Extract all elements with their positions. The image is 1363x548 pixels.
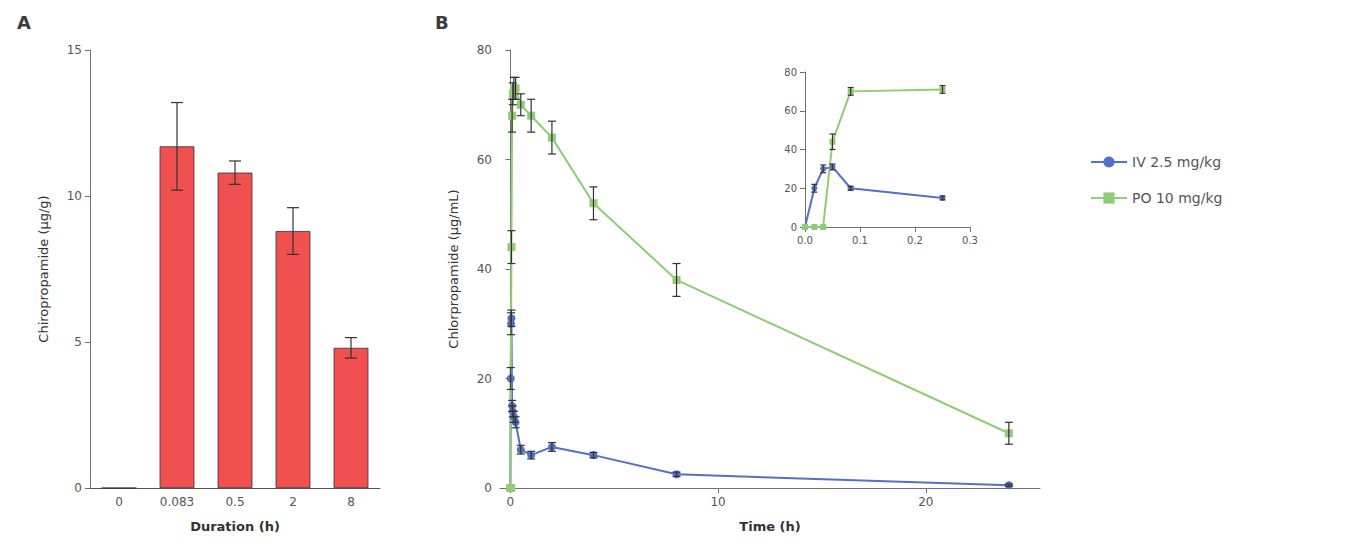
svg-text:2: 2 [289, 495, 297, 509]
svg-text:0.2: 0.2 [907, 235, 923, 246]
svg-text:8: 8 [347, 495, 355, 509]
svg-text:0: 0 [507, 495, 515, 509]
svg-text:IV 2.5 mg/kg: IV 2.5 mg/kg [1132, 154, 1221, 170]
svg-text:0.1: 0.1 [852, 235, 868, 246]
svg-text:20: 20 [477, 372, 492, 386]
svg-text:0.0: 0.0 [797, 235, 813, 246]
svg-text:0: 0 [484, 481, 492, 495]
svg-text:B: B [435, 12, 449, 33]
svg-text:60: 60 [784, 105, 797, 116]
svg-text:Time (h): Time (h) [739, 519, 800, 534]
svg-text:80: 80 [784, 67, 797, 78]
svg-text:0: 0 [115, 495, 123, 509]
svg-text:10: 10 [67, 189, 82, 203]
svg-text:Duration (h): Duration (h) [190, 519, 280, 534]
svg-text:20: 20 [784, 183, 797, 194]
svg-text:0: 0 [74, 481, 82, 495]
svg-text:0.5: 0.5 [225, 495, 244, 509]
svg-text:Chlorpropamide (µg/mL): Chlorpropamide (µg/mL) [446, 189, 461, 348]
svg-text:10: 10 [710, 495, 725, 509]
svg-text:0: 0 [791, 222, 797, 233]
svg-text:PO 10 mg/kg: PO 10 mg/kg [1132, 190, 1222, 206]
svg-text:0.083: 0.083 [160, 495, 194, 509]
svg-text:Chiropropamide (µg/g): Chiropropamide (µg/g) [36, 195, 51, 342]
svg-text:80: 80 [477, 43, 492, 57]
svg-text:5: 5 [74, 335, 82, 349]
svg-text:60: 60 [477, 153, 492, 167]
svg-text:0.3: 0.3 [962, 235, 978, 246]
svg-text:40: 40 [784, 144, 797, 155]
svg-text:15: 15 [67, 43, 82, 57]
svg-text:20: 20 [918, 495, 933, 509]
svg-text:A: A [17, 12, 31, 33]
svg-text:40: 40 [477, 262, 492, 276]
